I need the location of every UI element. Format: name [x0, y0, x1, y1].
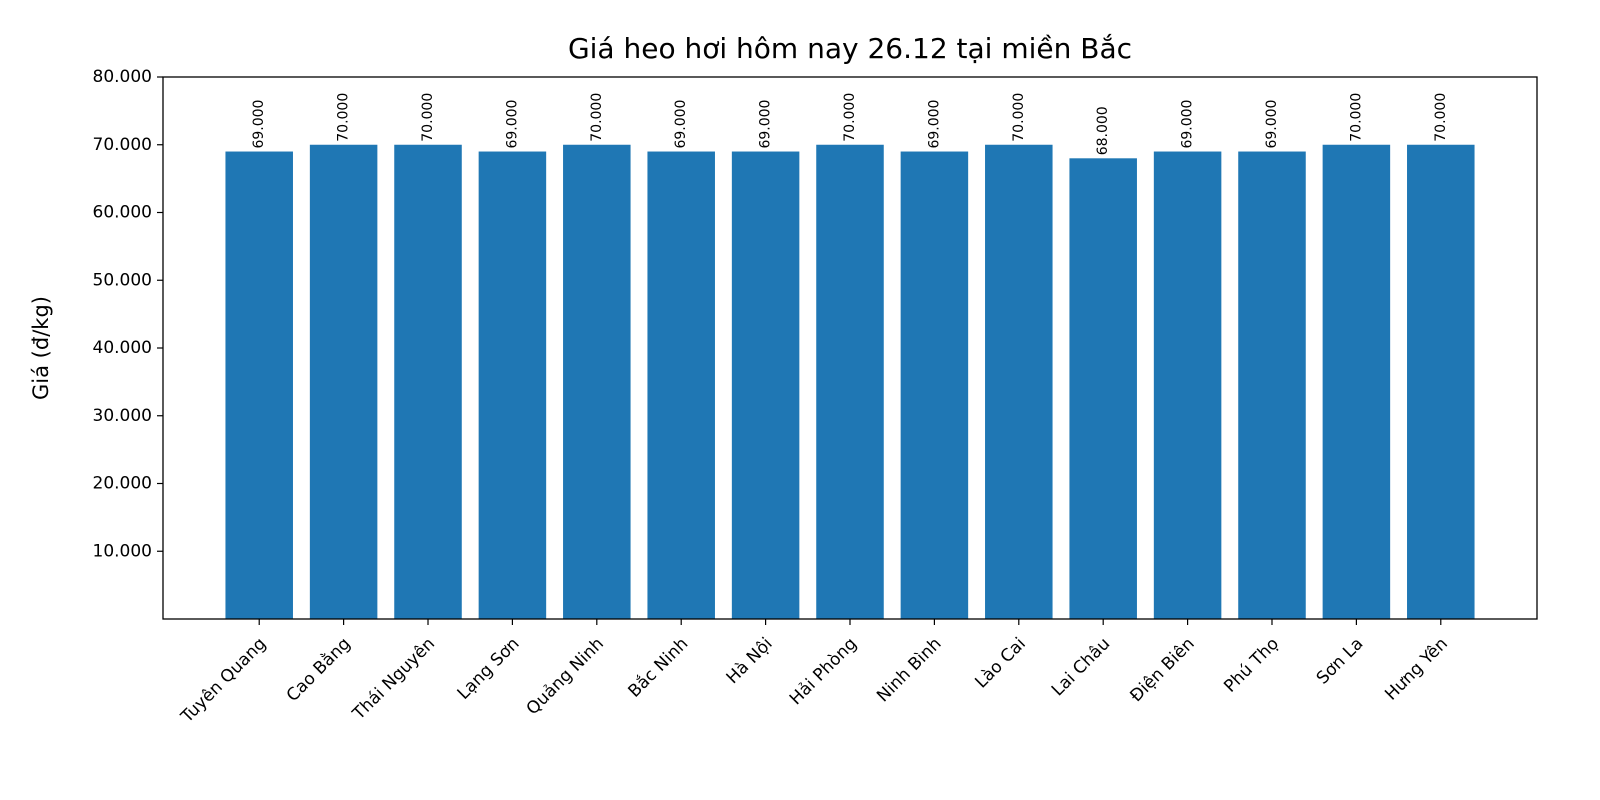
- x-tick-label: Hải Phòng: [786, 634, 861, 709]
- x-tick-label: Hà Nội: [723, 634, 777, 688]
- bar: [900, 151, 969, 619]
- value-label: 69.000: [673, 100, 689, 149]
- value-label: 68.000: [1095, 106, 1111, 155]
- value-label: 69.000: [1264, 100, 1280, 149]
- x-tick-label: Tuyên Quang: [177, 634, 271, 728]
- value-label: 70.000: [1433, 93, 1449, 142]
- bar: [1153, 151, 1222, 619]
- x-tick-label: Lai Châu: [1048, 634, 1114, 700]
- bar: [985, 144, 1053, 619]
- value-label: 69.000: [926, 100, 942, 149]
- bar: [816, 144, 884, 619]
- bar: [225, 151, 293, 619]
- value-label: 70.000: [420, 93, 436, 142]
- value-label: 70.000: [1011, 93, 1027, 142]
- y-axis-label: Giá (đ/kg): [29, 296, 53, 400]
- x-tick-label: Bắc Ninh: [624, 633, 692, 701]
- bar: [1407, 144, 1475, 619]
- bar: [1238, 151, 1306, 619]
- value-label: 70.000: [589, 93, 605, 142]
- bar: [1069, 158, 1137, 620]
- y-tick-label: 80.000: [93, 67, 152, 87]
- y-tick-label: 70.000: [93, 135, 152, 155]
- x-tick-label: Quảng Ninh: [523, 634, 608, 719]
- x-tick-label: Điện Biên: [1126, 634, 1198, 706]
- x-tick-label: Phú Thọ: [1220, 634, 1283, 697]
- bar: [478, 151, 547, 619]
- bar: [731, 151, 800, 619]
- x-tick-label: Lào Cai: [971, 634, 1029, 692]
- bar: [647, 151, 715, 619]
- y-tick-label: 40.000: [93, 338, 152, 358]
- y-tick-label: 20.000: [93, 474, 152, 494]
- bar: [394, 144, 462, 619]
- value-label: 70.000: [842, 93, 858, 142]
- bar: [1322, 144, 1391, 619]
- value-label: 70.000: [336, 93, 352, 142]
- value-label: 69.000: [251, 100, 267, 149]
- value-label: 69.000: [1180, 100, 1196, 149]
- value-label: 70.000: [1348, 93, 1364, 142]
- x-tick-label: Sơn La: [1313, 634, 1368, 689]
- value-label: 69.000: [504, 100, 520, 149]
- y-tick-label: 30.000: [93, 406, 152, 426]
- y-tick-label: 60.000: [93, 203, 152, 223]
- bar: [309, 144, 378, 619]
- bar: [563, 144, 631, 619]
- x-tick-label: Thái Nguyên: [348, 634, 439, 725]
- x-tick-label: Lạng Sơn: [454, 634, 524, 704]
- y-tick-label: 10.000: [93, 541, 152, 561]
- y-tick-label: 50.000: [93, 270, 152, 290]
- chart-title: Giá heo hơi hôm nay 26.12 tại miền Bắc: [568, 32, 1132, 65]
- x-tick-label: Ninh Bình: [873, 634, 945, 706]
- x-tick-label: Cao Bằng: [282, 633, 355, 706]
- x-tick-label: Hưng Yên: [1381, 634, 1452, 705]
- value-label: 69.000: [758, 100, 774, 149]
- plot-frame: [162, 76, 1538, 620]
